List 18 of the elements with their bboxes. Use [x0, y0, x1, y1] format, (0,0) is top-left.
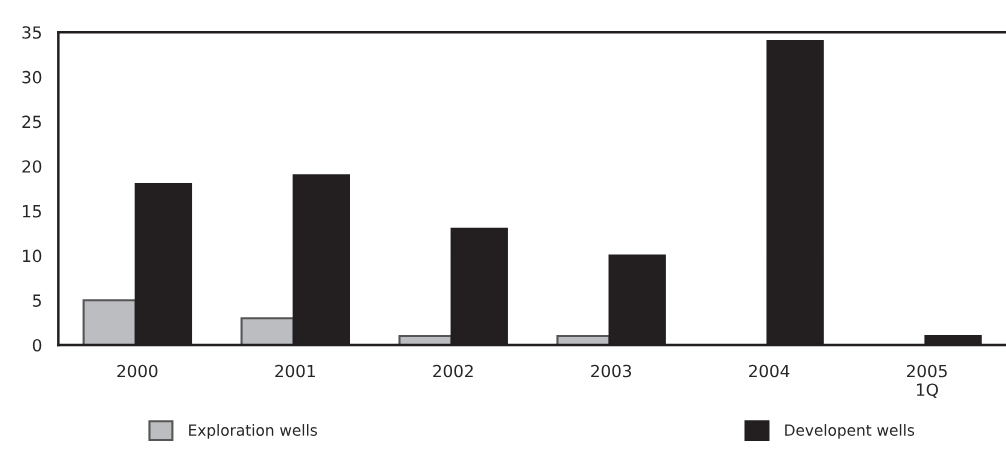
y-tick-label: 5 — [33, 294, 41, 307]
y-tick-label: 15 — [23, 205, 41, 218]
legend-label: Exploration wells — [189, 424, 317, 439]
x-tick-label: 2001 — [275, 364, 315, 378]
y-tick-label: 20 — [22, 160, 42, 173]
legend-label: Developent wells — [785, 424, 915, 439]
y-tick-label: 10 — [23, 249, 42, 263]
x-tick-label: 2005 1Q — [907, 364, 947, 398]
x-tick-label: 2000 — [117, 364, 158, 378]
y-tick-label: 0 — [32, 338, 42, 352]
x-tick-label: 2003 — [591, 364, 632, 378]
bar — [240, 317, 295, 345]
y-tick-label: 35 — [22, 26, 41, 39]
bar — [82, 299, 137, 345]
x-tick-label: 2002 — [433, 364, 473, 378]
y-tick-label: 25 — [22, 115, 41, 129]
x-tick-label: 2004 — [749, 364, 790, 378]
y-tick-label: 30 — [22, 70, 42, 84]
